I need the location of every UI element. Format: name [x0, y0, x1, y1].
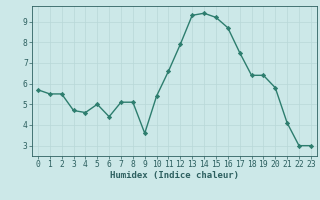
- X-axis label: Humidex (Indice chaleur): Humidex (Indice chaleur): [110, 171, 239, 180]
